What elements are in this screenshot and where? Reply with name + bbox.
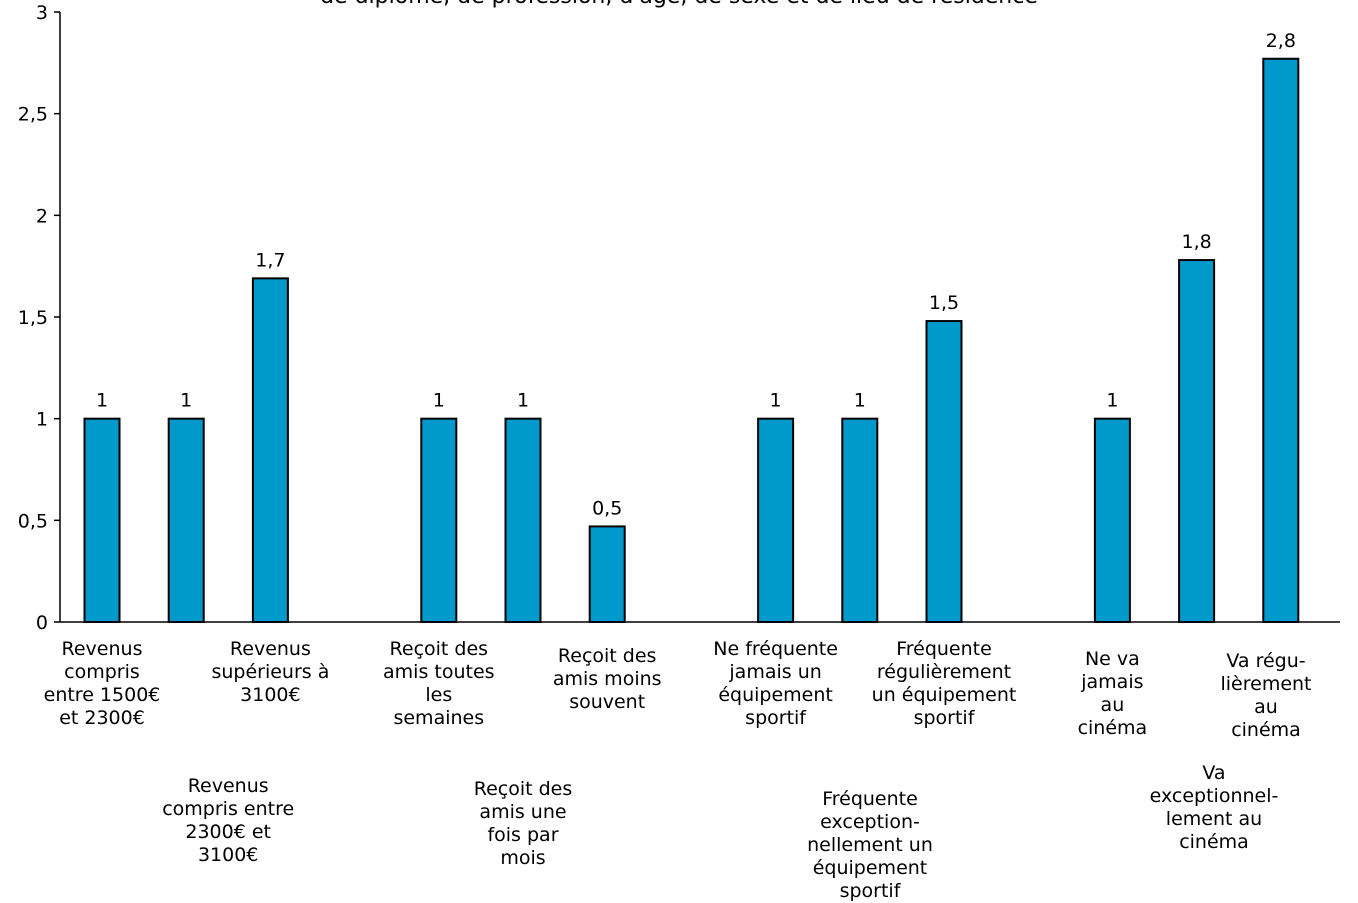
x-category-label: Fréquente exception- nellement un équipe… <box>807 788 933 902</box>
bar <box>251 277 289 623</box>
bar <box>1262 57 1300 624</box>
bar <box>925 320 963 623</box>
data-label: 1 <box>180 390 192 412</box>
y-tick-label: 1,5 <box>18 307 48 329</box>
bar <box>504 417 542 623</box>
data-label: 1,8 <box>1181 231 1211 253</box>
bar <box>1178 259 1216 623</box>
bar <box>420 417 458 623</box>
data-label: 1,7 <box>255 249 285 271</box>
bar <box>167 417 205 623</box>
bar <box>841 417 879 623</box>
y-tick-label: 1 <box>36 409 48 431</box>
data-label: 1 <box>854 390 866 412</box>
x-category-label: Revenus supérieurs à 3100€ <box>211 638 330 706</box>
chart-data-labels: 1 1 1,7 1 1 0,5 1 1 1,5 1 1,8 2,8 <box>96 30 1296 520</box>
x-category-label: Revenus compris entre 2300€ et 3100€ <box>162 775 295 866</box>
x-category-label: Ne va jamais au cinéma <box>1077 648 1148 739</box>
data-label: 1 <box>770 390 782 412</box>
bar <box>588 525 626 624</box>
bar <box>1093 417 1131 623</box>
data-label: 1 <box>96 390 108 412</box>
y-tick-label: 2,5 <box>18 104 48 126</box>
data-label: 1 <box>433 390 445 412</box>
data-label: 0,5 <box>592 497 622 519</box>
x-category-label: Reçoit des amis moins souvent <box>552 645 662 713</box>
chart-title: de diplôme, de profession, d'âge, de sex… <box>0 0 1358 9</box>
x-category-label: Revenus compris entre 1500€ et 2300€ <box>43 638 161 729</box>
x-category-label: Fréquente régulièrement un équipement sp… <box>871 638 1017 729</box>
x-category-label: Reçoit des amis toutes les semaines <box>383 638 495 729</box>
data-label: 1,5 <box>929 292 959 314</box>
chart-bars <box>83 57 1300 624</box>
y-tick-label: 0,5 <box>18 510 48 532</box>
data-label: 2,8 <box>1266 30 1296 52</box>
data-label: 1 <box>1106 390 1118 412</box>
y-tick-label: 2 <box>36 205 48 227</box>
y-tick-label: 3 <box>36 2 48 24</box>
chart-axes: 0 0,5 1 1,5 2 2,5 3 <box>18 2 1340 634</box>
x-category-label: Reçoit des amis une fois par mois <box>473 778 573 869</box>
bar <box>83 417 121 623</box>
bar <box>757 417 795 623</box>
x-category-label: Ne fréquente jamais un équipement sporti… <box>713 638 838 729</box>
x-category-label: Va exceptionnel- lement au cinéma <box>1149 762 1279 853</box>
x-category-label: Va régu- lièrement au cinéma <box>1220 650 1312 741</box>
data-label: 1 <box>517 390 529 412</box>
y-tick-label: 0 <box>36 612 48 634</box>
